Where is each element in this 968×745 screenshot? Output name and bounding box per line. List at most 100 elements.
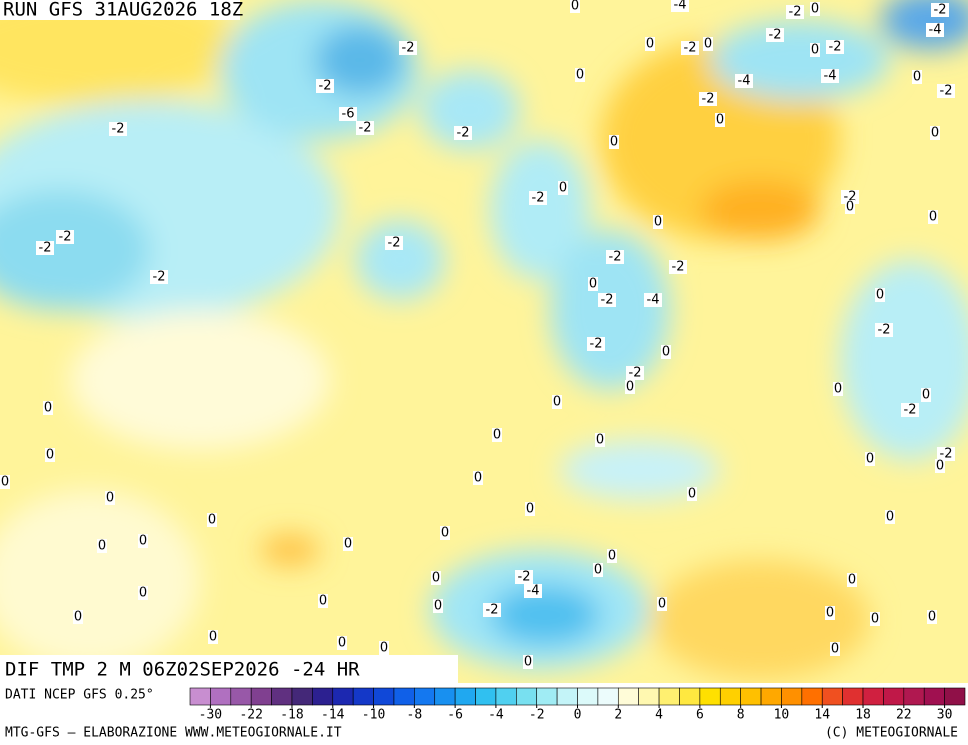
contour-label-box: [626, 366, 644, 380]
contour-label-box: [570, 0, 580, 13]
contour-label: -2: [112, 122, 125, 137]
contour-label: 0: [831, 642, 839, 657]
colorbar-swatch: [250, 687, 272, 706]
contour-label: 0: [474, 471, 482, 486]
contour-label: -6: [342, 107, 355, 122]
contour-label-box: [825, 606, 835, 620]
contour-label: -2: [934, 3, 947, 18]
contour-label-box: [552, 395, 562, 409]
contour-label: -2: [388, 236, 401, 251]
contour-label-box: [703, 37, 713, 51]
contour-label-box: [644, 293, 662, 307]
contour-label: 0: [662, 345, 670, 360]
colorbar-swatch: [617, 687, 639, 706]
colorbar-swatch: [332, 687, 354, 706]
contour-label-box: [657, 597, 667, 611]
colorbar-swatch: [210, 687, 232, 706]
contour-label: 0: [811, 43, 819, 58]
contour-label-box: [927, 610, 937, 624]
contour-label: 0: [74, 610, 82, 625]
contour-label-box: [337, 636, 347, 650]
field-label: DIF TMP 2 M 06Z02SEP2026 -24 HR: [5, 659, 360, 681]
contour-label: -2: [402, 41, 415, 56]
colorbar-swatch: [434, 687, 456, 706]
contour-label-box: [681, 41, 699, 55]
contour-label: 0: [646, 37, 654, 52]
contour-label: 0: [913, 70, 921, 85]
contour-label: 0: [846, 200, 854, 215]
contour-label: -2: [359, 121, 372, 136]
contour-label-box: [379, 641, 389, 655]
contour-label-box: [870, 612, 880, 626]
contour-label-box: [921, 388, 931, 402]
contour-label: 0: [886, 510, 894, 525]
contour-label: 0: [380, 641, 388, 656]
field-label-box: [0, 655, 458, 683]
colorbar-swatch: [271, 687, 293, 706]
contour-label: 0: [46, 448, 54, 463]
contour-label-box: [529, 191, 547, 205]
contour-label: -2: [601, 293, 614, 308]
contour-label-box: [865, 452, 875, 466]
contour-label-box: [937, 447, 955, 461]
contour-label: 0: [526, 502, 534, 517]
colorbar-label: -6: [447, 708, 463, 723]
contour-label-box: [810, 43, 820, 57]
contour-label: 0: [1, 475, 9, 490]
contour-labels: 0 -4 -2 0 -2-4-2 -2 0-20 -200 -4 -4 0-2-2-6-2-2 -2-…: [0, 0, 955, 670]
colorbar-swatch: [862, 687, 884, 706]
contour-label: -2: [789, 5, 802, 20]
contour-label-box: [356, 121, 374, 135]
colorbar-label: 22: [896, 708, 912, 723]
contour-label: 0: [610, 135, 618, 150]
contour-label: 0: [834, 382, 842, 397]
contour-label: -4: [824, 69, 837, 84]
colorbar-swatch: [903, 687, 925, 706]
contour-label: 0: [654, 215, 662, 230]
colorbar-label: 0: [574, 708, 582, 723]
colorbar-swatch: [658, 687, 680, 706]
contour-label: 0: [44, 401, 52, 416]
colorbar-label: -8: [407, 708, 423, 723]
contour-label: 0: [208, 513, 216, 528]
contour-label: 0: [571, 0, 579, 14]
colorbar-label: 6: [696, 708, 704, 723]
contour-label-box: [875, 288, 885, 302]
colorbar-label: -30: [199, 708, 222, 723]
contour-label: 0: [576, 68, 584, 83]
contour-label: 0: [871, 612, 879, 627]
contour-label-box: [598, 293, 616, 307]
colorbar-label: -18: [280, 708, 303, 723]
contour-label-box: [885, 510, 895, 524]
colorbar-swatch: [475, 687, 497, 706]
colorbar-swatch: [801, 687, 823, 706]
contour-label: 0: [931, 126, 939, 141]
footer-left: MTG-GFS — ELABORAZIONE WWW.METEOGIORNALE…: [5, 726, 342, 741]
colorbar-swatch: [597, 687, 619, 706]
contour-label-box: [786, 5, 804, 19]
contour-label: 0: [596, 433, 604, 448]
contour-label-box: [606, 250, 624, 264]
contour-label-box: [821, 69, 839, 83]
contour-label-box: [454, 126, 472, 140]
contour-label: 0: [704, 37, 712, 52]
colorbar-label: 10: [774, 708, 790, 723]
contour-label-box: [826, 40, 844, 54]
colorbar-swatch: [679, 687, 701, 706]
contour-label-box: [645, 37, 655, 51]
contour-label: -2: [609, 250, 622, 265]
contour-label: 0: [524, 655, 532, 670]
contour-label: 0: [811, 2, 819, 17]
contour-label-box: [440, 526, 450, 540]
contour-label: 0: [928, 610, 936, 625]
contour-label: -2: [672, 260, 685, 275]
contour-label-box: [699, 92, 717, 106]
contour-label-box: [558, 181, 568, 195]
contour-label-box: [525, 502, 535, 516]
colorbar-swatch: [495, 687, 517, 706]
contour-label: 0: [608, 549, 616, 564]
contour-label: 0: [876, 288, 884, 303]
contour-label: -2: [878, 323, 891, 338]
contour-label: -2: [457, 126, 470, 141]
colorbar-label: -14: [321, 708, 345, 723]
